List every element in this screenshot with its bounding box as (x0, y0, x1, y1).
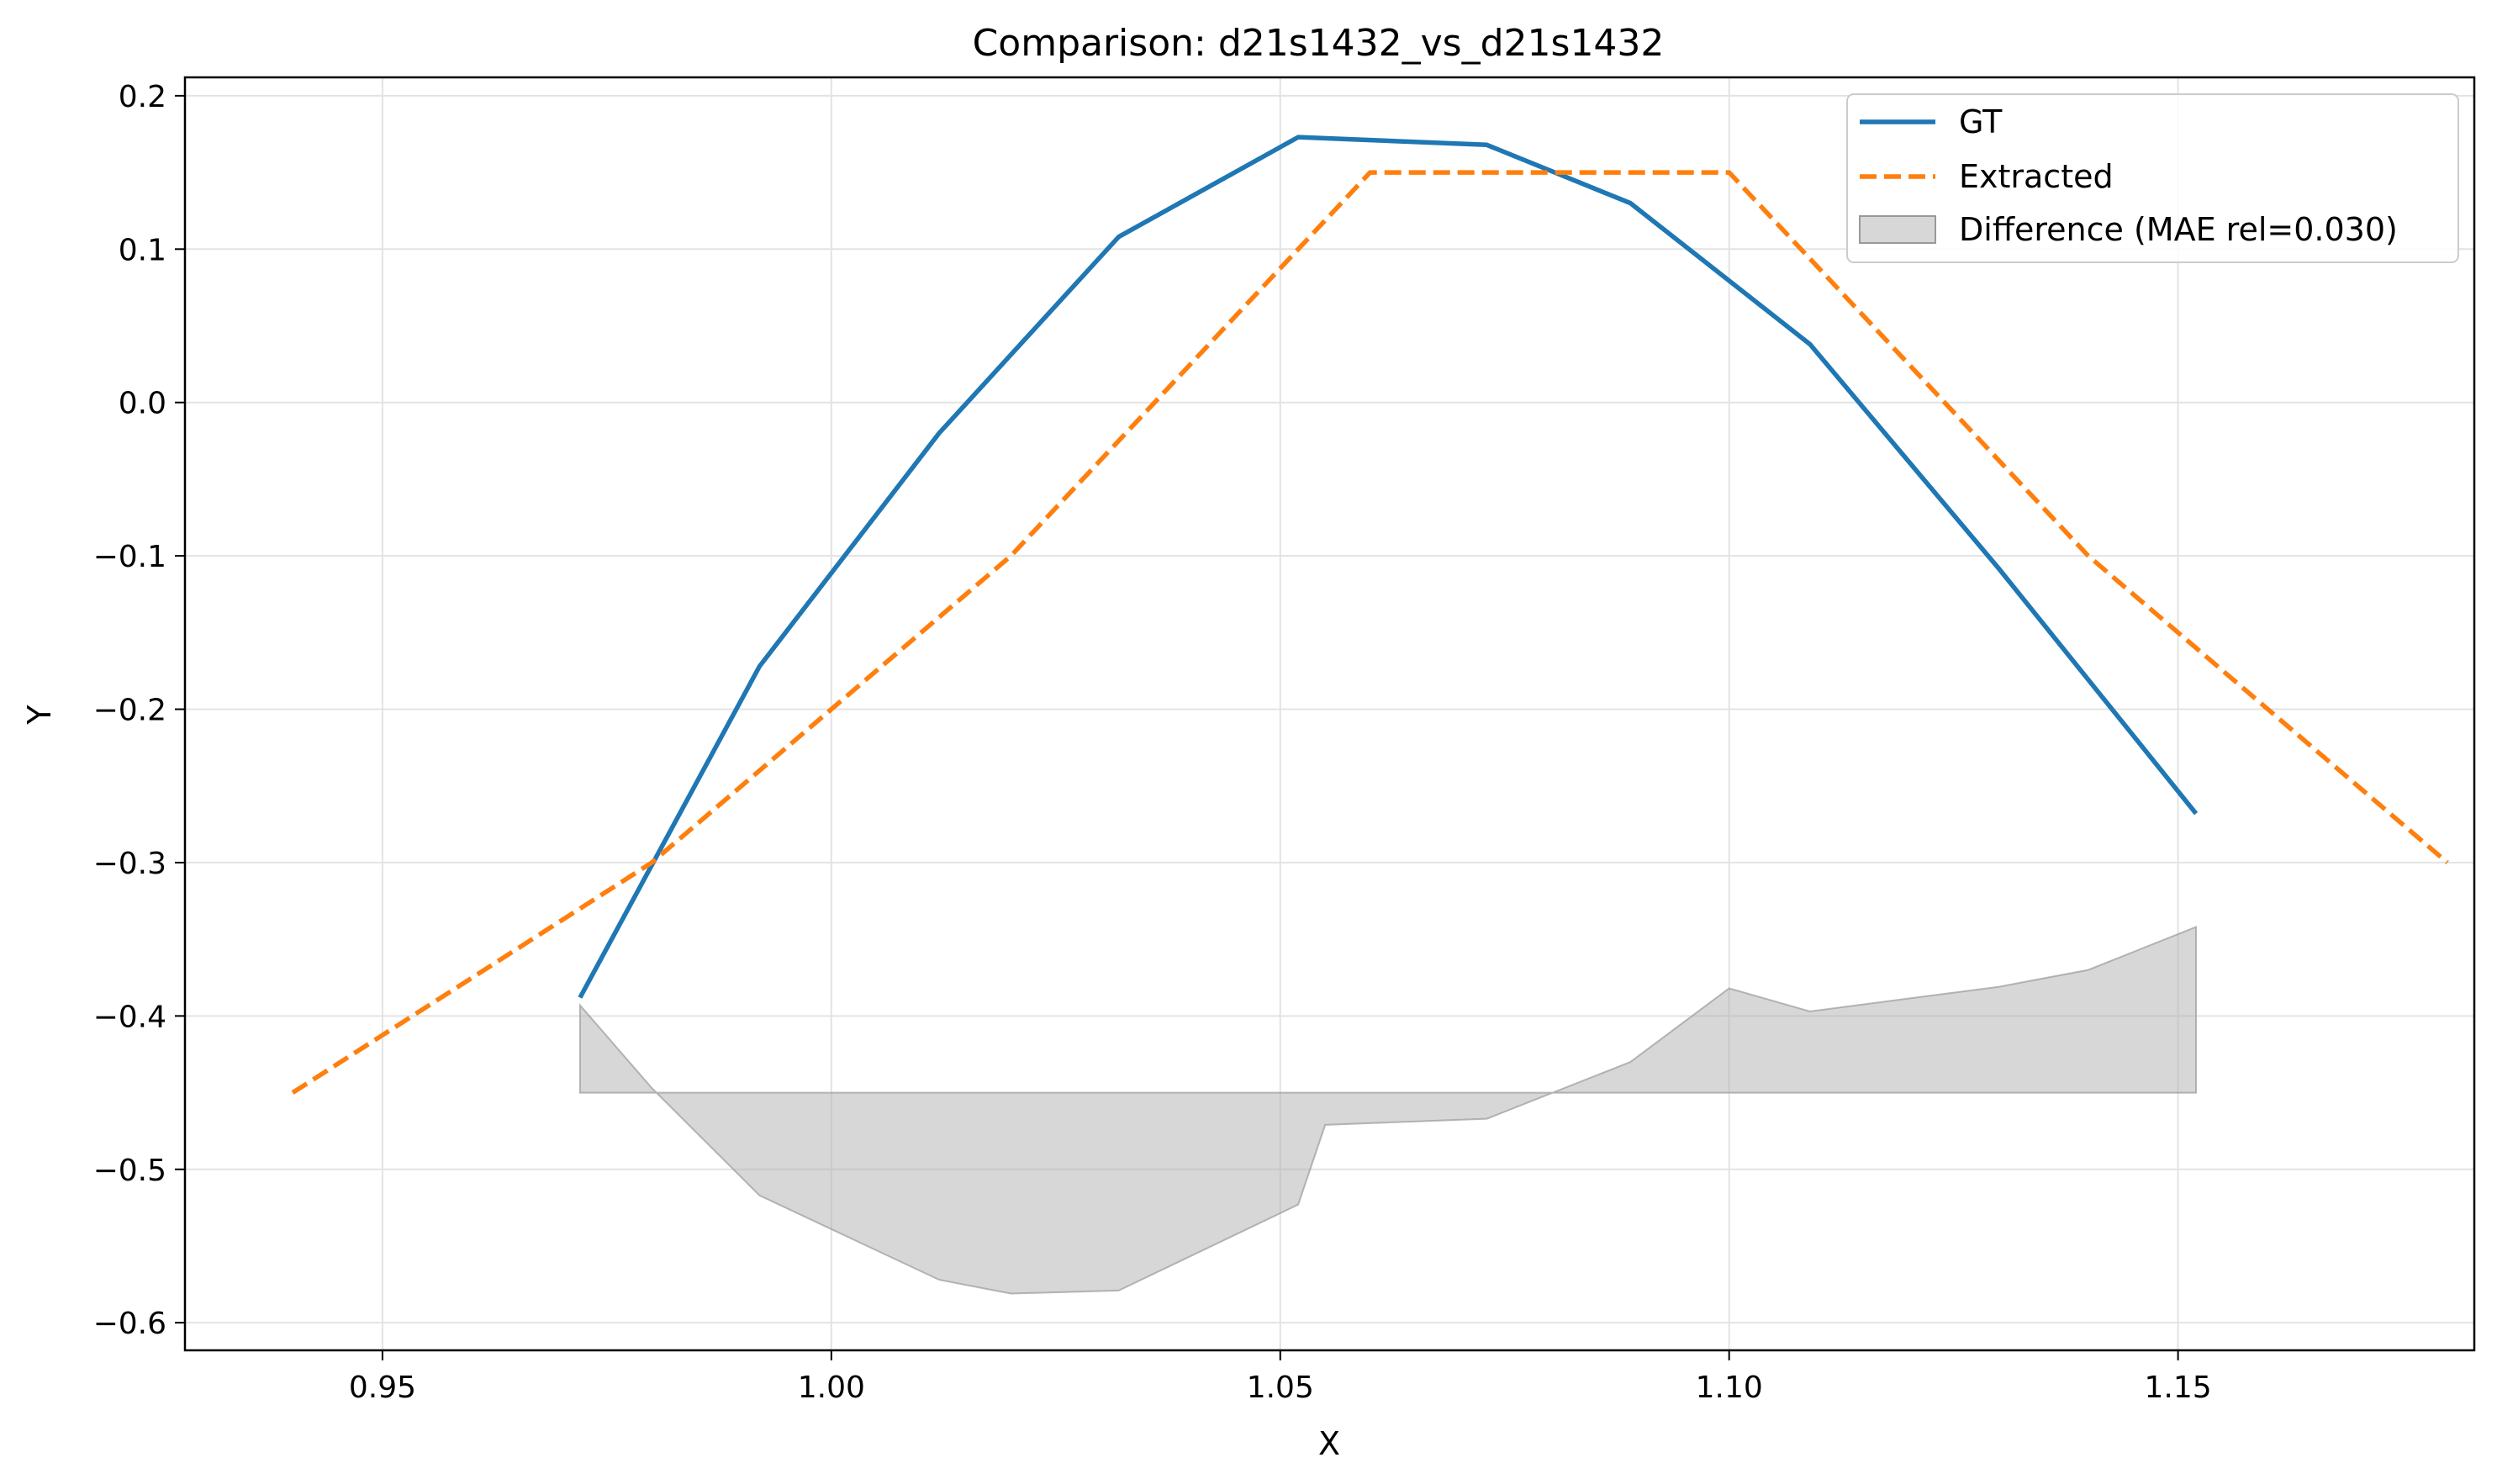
x-tick-label: 1.05 (1247, 1370, 1314, 1405)
y-axis: 0.2 0.1 0.0 −0.1 −0.2 −0.3 −0.4 −0.5 −0.6 (93, 80, 185, 1341)
x-tick-label: 1.10 (1696, 1370, 1763, 1405)
series-layer (291, 135, 2449, 1095)
chart-title: Comparison: d21s1432_vs_d21s1432 (973, 22, 1665, 65)
y-tick-label: 0.2 (119, 80, 166, 114)
legend: GT Extracted Difference (MAE rel=0.030) (1846, 93, 2459, 263)
legend-box (1846, 93, 2459, 263)
y-tick-label: 0.0 (119, 387, 166, 421)
x-tick-label: 0.95 (349, 1370, 416, 1405)
x-tick-label: 1.00 (798, 1370, 865, 1405)
x-axis: 0.95 1.00 1.05 1.10 1.15 (349, 1350, 2212, 1405)
y-tick-label: −0.4 (93, 1000, 166, 1034)
y-tick-label: −0.6 (93, 1307, 166, 1341)
y-tick-label: −0.5 (93, 1154, 166, 1188)
y-tick-label: −0.3 (93, 847, 166, 881)
x-tick-label: 1.15 (2145, 1370, 2212, 1405)
y-tick-label: −0.1 (93, 540, 166, 574)
grid (185, 77, 2474, 1350)
legend-swatch-difference (1859, 215, 1936, 244)
legend-label-extracted: Extracted (1959, 158, 2114, 195)
legend-label-difference: Difference (MAE rel=0.030) (1959, 211, 2398, 248)
legend-label-gt: GT (1959, 103, 2003, 140)
series-line-extracted (291, 170, 2449, 1095)
series-line-gt (578, 135, 2199, 999)
y-tick-label: 0.1 (119, 233, 166, 267)
difference-area (578, 926, 2197, 1295)
y-axis-label: Y (21, 705, 58, 726)
difference-layer (578, 926, 2197, 1295)
x-axis-label: X (1318, 1425, 1340, 1462)
y-tick-label: −0.2 (93, 694, 166, 728)
plot-frame (183, 76, 2476, 1352)
